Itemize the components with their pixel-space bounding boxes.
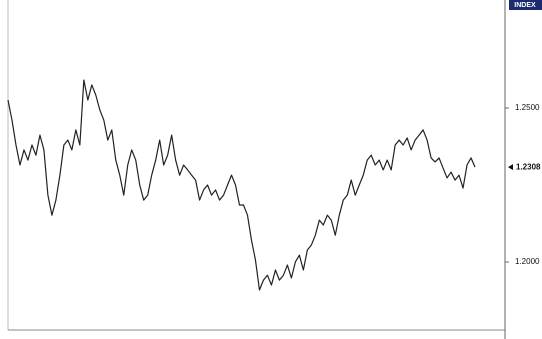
current-label: 1.2308 xyxy=(516,162,541,171)
price-line xyxy=(7,79,476,291)
axis-title-box xyxy=(509,0,542,10)
current-marker xyxy=(508,164,513,171)
y-tick-label: 1.2000 xyxy=(515,257,540,266)
y-tick-label: 1.2500 xyxy=(515,103,540,112)
axis-title: INDEX xyxy=(514,2,536,9)
